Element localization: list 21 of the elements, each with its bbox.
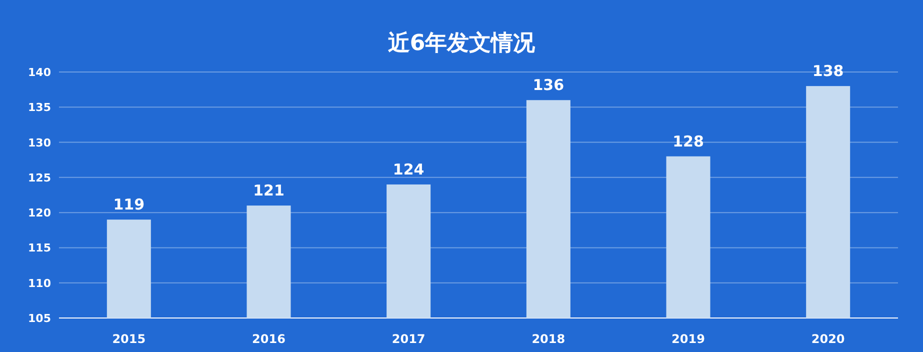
x-tick-label: 2020 <box>811 332 845 346</box>
data-label: 119 <box>113 196 145 214</box>
x-tick-label: 2019 <box>672 332 705 346</box>
y-tick-label: 115 <box>28 242 51 255</box>
x-tick-label: 2018 <box>532 332 566 346</box>
chart-title: 近6年发文情况 <box>386 30 536 56</box>
x-tick-label: 2015 <box>112 332 146 346</box>
y-tick-label: 125 <box>28 171 51 184</box>
x-tick-label: 2017 <box>392 332 426 346</box>
y-tick-label: 135 <box>28 101 51 114</box>
y-tick-label: 110 <box>28 276 52 290</box>
data-label: 124 <box>392 160 424 178</box>
y-tick-label: 105 <box>28 312 51 325</box>
y-tick-label: 130 <box>28 136 52 150</box>
data-label: 138 <box>812 62 844 80</box>
data-label: 136 <box>532 76 564 94</box>
data-label: 121 <box>253 182 284 200</box>
y-tick-label: 120 <box>28 206 52 220</box>
x-tick-label: 2016 <box>252 332 286 346</box>
data-label: 128 <box>672 132 704 150</box>
y-tick-label: 140 <box>28 66 52 79</box>
